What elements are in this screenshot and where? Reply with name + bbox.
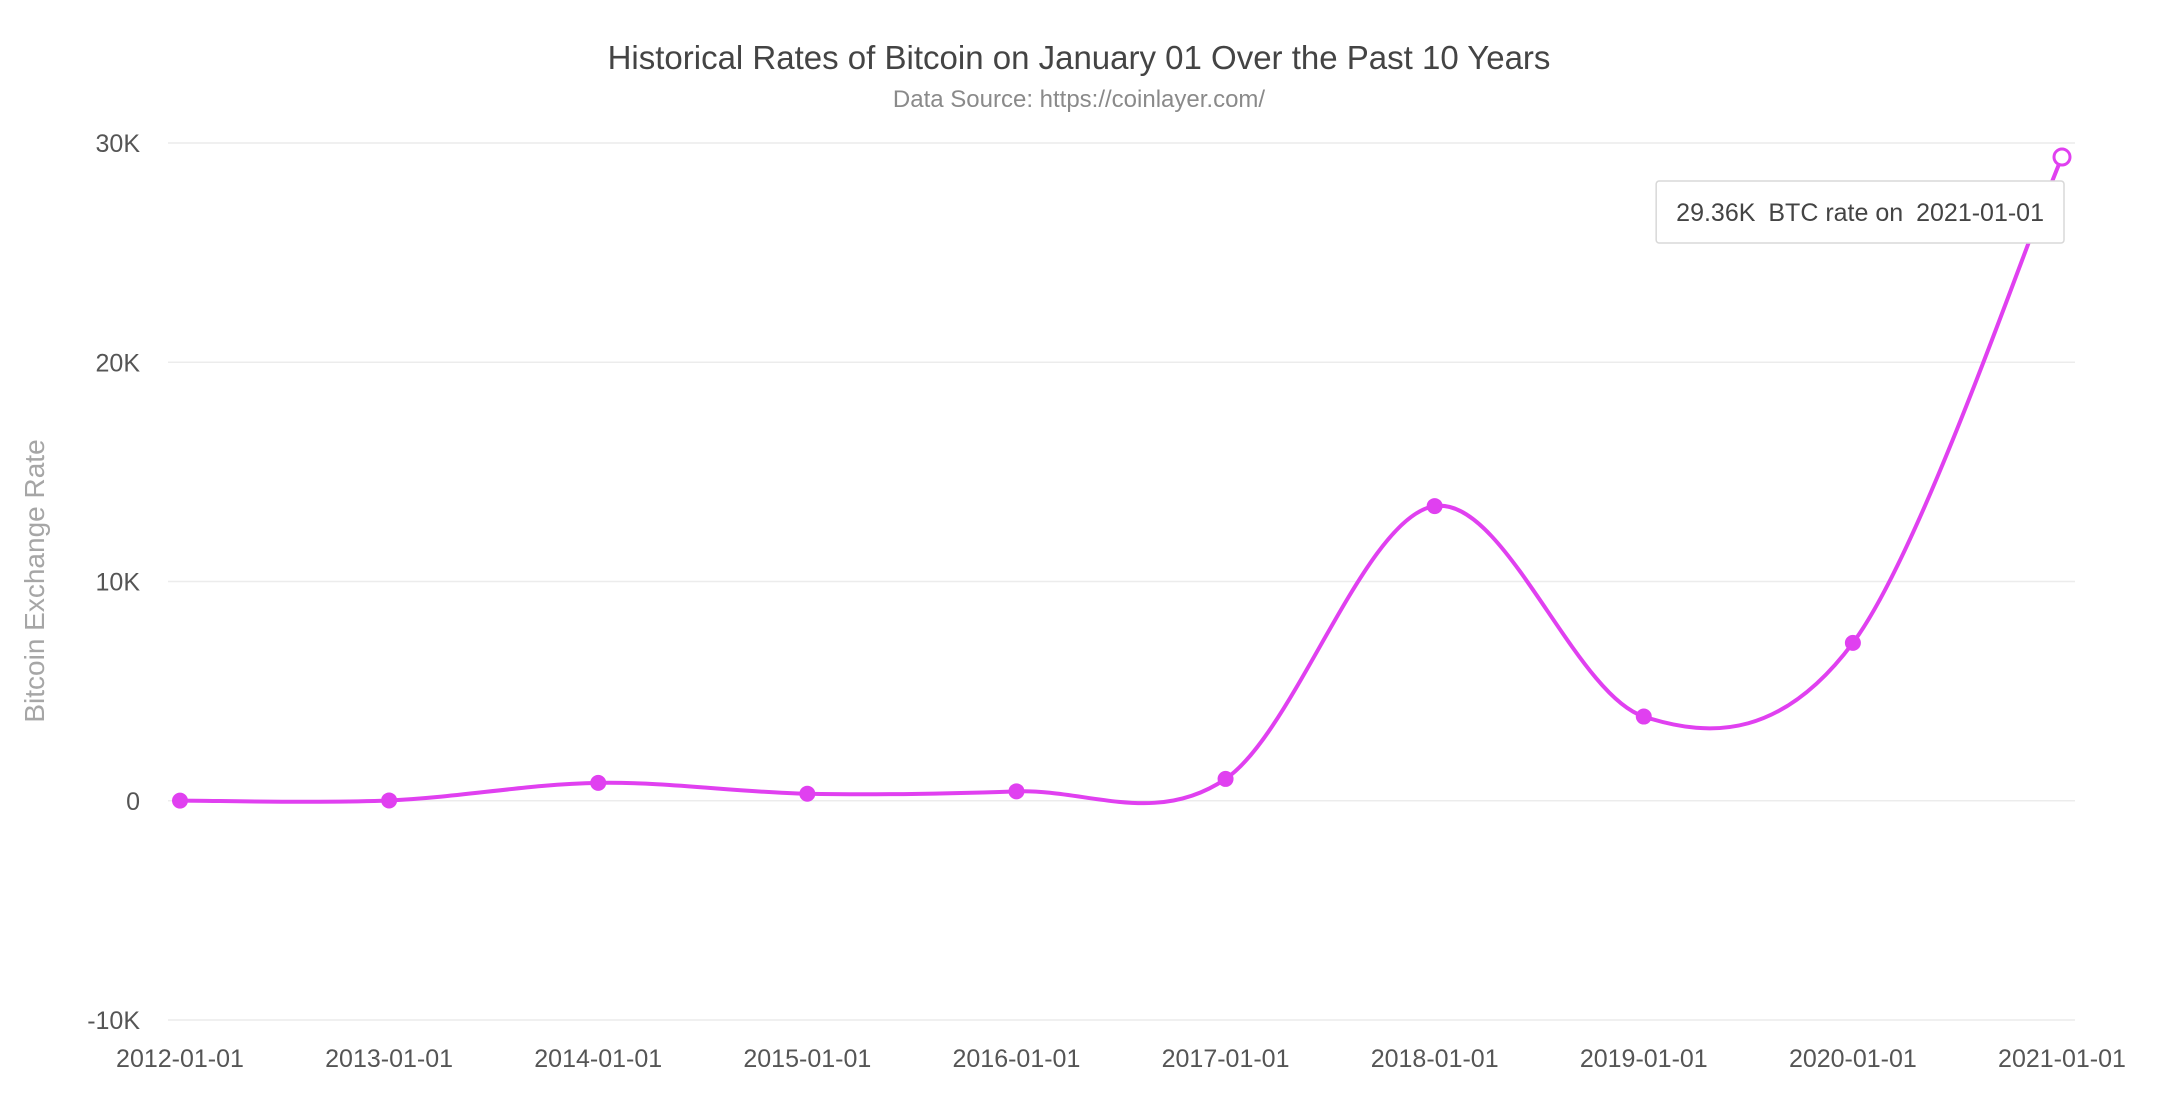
- y-tick-label: -10K: [87, 1007, 140, 1035]
- chart-subtitle: Data Source: https://coinlayer.com/: [893, 86, 1266, 113]
- data-point[interactable]: [799, 785, 816, 802]
- x-tick-label: 2021-01-01: [1998, 1045, 2126, 1073]
- data-point[interactable]: [1426, 498, 1443, 515]
- tooltip-text: 29.36K BTC rate on 2021-01-01: [1676, 199, 2044, 227]
- x-tick-label: 2013-01-01: [325, 1045, 453, 1073]
- y-axis-ticks: 30K 20K 10K 0 -10K: [87, 130, 140, 1035]
- y-axis-title: Bitcoin Exchange Rate: [19, 439, 50, 722]
- data-point[interactable]: [1217, 770, 1234, 787]
- tooltip-middle: BTC rate on: [1768, 199, 1903, 227]
- data-point[interactable]: [1844, 634, 1861, 651]
- x-tick-label: 2014-01-01: [534, 1045, 662, 1073]
- x-tick-label: 2020-01-01: [1789, 1045, 1917, 1073]
- data-points[interactable]: [172, 147, 2072, 809]
- x-tick-label: 2017-01-01: [1162, 1045, 1290, 1073]
- data-tooltip: 29.36K BTC rate on 2021-01-01: [1655, 180, 2065, 244]
- data-point[interactable]: [381, 792, 398, 809]
- x-tick-label: 2019-01-01: [1580, 1045, 1708, 1073]
- data-point[interactable]: [1635, 708, 1652, 725]
- tooltip-value: 29.36K: [1676, 199, 1756, 227]
- series-layer: [179, 156, 2064, 806]
- x-tick-label: 2016-01-01: [952, 1045, 1080, 1073]
- data-point[interactable]: [172, 792, 188, 809]
- y-tick-label: 10K: [96, 569, 141, 597]
- data-point[interactable]: [590, 774, 607, 791]
- x-tick-label: 2015-01-01: [743, 1045, 871, 1073]
- x-tick-label: 2012-01-01: [116, 1045, 244, 1073]
- tooltip-date: 2021-01-01: [1916, 199, 2044, 227]
- y-tick-label: 0: [126, 788, 140, 816]
- tooltip-box: [1655, 180, 2065, 244]
- y-tick-label: 30K: [96, 130, 141, 158]
- chart-title: Historical Rates of Bitcoin on January 0…: [608, 39, 1551, 76]
- y-tick-label: 20K: [96, 349, 141, 377]
- x-tick-label: 2018-01-01: [1371, 1045, 1499, 1073]
- grid-lines: [168, 142, 2075, 1021]
- data-point[interactable]: [1008, 783, 1025, 800]
- data-point-highlighted[interactable]: [2052, 147, 2072, 167]
- x-axis-ticks: 2012-01-01 2013-01-01 2014-01-01 2015-01-01…: [116, 1045, 2126, 1073]
- series-line: [179, 156, 2064, 806]
